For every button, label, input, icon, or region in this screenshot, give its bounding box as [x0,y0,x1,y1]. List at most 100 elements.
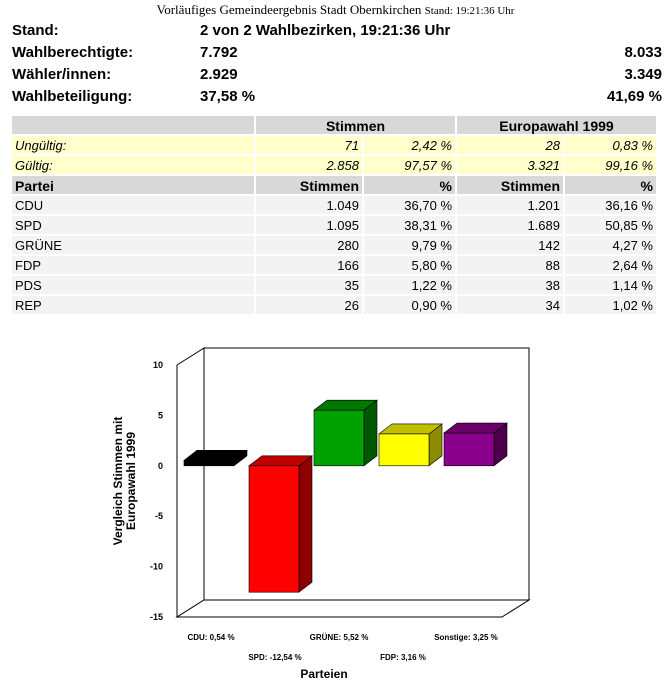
bar-spd [248,465,300,593]
col-stimmen: Stimmen [256,176,362,194]
y-axis-label: Vergleich Stimmen mitEuropawahl 1999 [111,417,138,546]
table-row: PDS 35 1,22 % 38 1,14 % [12,276,656,294]
party-stimmen: 26 [256,296,362,314]
header-blank [12,116,254,134]
x-category-label: Sonstige: 3,25 % [434,633,498,642]
gueltig-cmp-pct: 99,16 % [565,156,656,174]
y-tick-label: -5 [155,511,163,521]
ungueltig-cmp-pct: 0,83 % [565,136,656,154]
party-stimmen: 35 [256,276,362,294]
party-stimmen: 280 [256,236,362,254]
col-cmp-pct: % [565,176,656,194]
table-row: CDU 1.049 36,70 % 1.201 36,16 % [12,196,656,214]
party-cmp-pct: 1,02 % [565,296,656,314]
bar-sonstige [443,432,495,467]
party-stimmen: 1.049 [256,196,362,214]
beteiligung-label: Wahlbeteiligung: [12,88,133,105]
x-category-label: FDP: 3,16 % [380,653,426,662]
bar-side-grüne [363,399,378,467]
summary-block: Stand: 2 von 2 Wahlbezirken, 19:21:36 Uh… [12,20,662,108]
table-row: REP 26 0,90 % 34 1,02 % [12,296,656,314]
summary-row-beteiligung: Wahlbeteiligung: 37,58 % 41,69 % [12,86,662,108]
summary-row-stand: Stand: 2 von 2 Wahlbezirken, 19:21:36 Uh… [12,20,662,42]
party-cmp-pct: 50,85 % [565,216,656,234]
party-cmp-stimmen: 142 [457,236,563,254]
party-cmp-pct: 4,27 % [565,236,656,254]
y-tick-label: 5 [158,410,163,420]
party-name: PDS [12,276,254,294]
wahlberechtigte-value: 7.792 [200,44,238,61]
party-pct: 38,31 % [364,216,455,234]
gueltig-label: Gültig: [12,156,254,174]
stand-label: Stand: [12,22,59,39]
bar-cdu [183,460,235,467]
beteiligung-value: 37,58 % [200,88,256,105]
y-tick-label: 10 [153,360,163,370]
page-title-time: Stand: 19:21:36 Uhr [424,5,515,17]
col-pct: % [364,176,455,194]
waehler-label: Wähler/innen: [12,66,112,83]
table-header-row: Stimmen Europawahl 1999 [12,116,656,134]
party-pct: 36,70 % [364,196,455,214]
party-cmp-stimmen: 1.689 [457,216,563,234]
col-partei: Partei [12,176,254,194]
x-category-label: SPD: -12,54 % [248,653,301,662]
row-ungueltig: Ungültig: 71 2,42 % 28 0,83 % [12,136,656,154]
ungueltig-pct: 2,42 % [364,136,455,154]
party-cmp-pct: 2,64 % [565,256,656,274]
beteiligung-compare: 41,69 % [606,88,662,105]
page-title: Vorläufiges Gemeindeergebnis Stadt Obern… [0,2,671,18]
party-cmp-stimmen: 88 [457,256,563,274]
party-pct: 0,90 % [364,296,455,314]
bar-fdp [378,433,430,467]
header-stimmen: Stimmen [256,116,455,134]
row-gueltig: Gültig: 2.858 97,57 % 3.321 99,16 % [12,156,656,174]
wahlberechtigte-compare: 8.033 [624,44,662,61]
x-category-label: GRÜNE: 5,52 % [310,633,369,642]
party-cmp-pct: 1,14 % [565,276,656,294]
y-tick-label: -10 [150,562,163,572]
ungueltig-label: Ungültig: [12,136,254,154]
y-tick-label: -15 [150,612,163,622]
page-title-text: Vorläufiges Gemeindeergebnis Stadt Obern… [156,2,422,17]
chart-left-wall [176,347,205,618]
party-stimmen: 166 [256,256,362,274]
x-axis-label: Parteien [300,667,347,681]
party-name: REP [12,296,254,314]
party-cmp-pct: 36,16 % [565,196,656,214]
results-table: Stimmen Europawahl 1999 Ungültig: 71 2,4… [10,114,658,316]
bar-side-spd [298,455,313,593]
gueltig-pct: 97,57 % [364,156,455,174]
wahlberechtigte-label: Wahlberechtigte: [12,44,134,61]
ungueltig-stimmen: 71 [256,136,362,154]
summary-row-wahlberechtigte: Wahlberechtigte: 7.792 8.033 [12,42,662,64]
table-row: SPD 1.095 38,31 % 1.689 50,85 % [12,216,656,234]
party-name: GRÜNE [12,236,254,254]
bar-grüne [313,409,365,467]
party-name: CDU [12,196,254,214]
ungueltig-cmp-stimmen: 28 [457,136,563,154]
summary-row-waehler: Wähler/innen: 2.929 3.349 [12,64,662,86]
waehler-compare: 3.349 [624,66,662,83]
party-name: FDP [12,256,254,274]
party-header-row: Partei Stimmen % Stimmen % [12,176,656,194]
table-row: GRÜNE 280 9,79 % 142 4,27 % [12,236,656,254]
table-row: FDP 166 5,80 % 88 2,64 % [12,256,656,274]
party-stimmen: 1.095 [256,216,362,234]
y-tick-label: 0 [158,461,163,471]
gueltig-stimmen: 2.858 [256,156,362,174]
stand-value: 2 von 2 Wahlbezirken, 19:21:36 Uhr [200,22,451,39]
header-compare: Europawahl 1999 [457,116,656,134]
party-cmp-stimmen: 34 [457,296,563,314]
waehler-value: 2.929 [200,66,238,83]
party-pct: 9,79 % [364,236,455,254]
party-pct: 5,80 % [364,256,455,274]
party-pct: 1,22 % [364,276,455,294]
x-category-label: CDU: 0,54 % [187,633,234,642]
party-cmp-stimmen: 1.201 [457,196,563,214]
party-cmp-stimmen: 38 [457,276,563,294]
party-name: SPD [12,216,254,234]
gueltig-cmp-stimmen: 3.321 [457,156,563,174]
col-cmp-stimmen: Stimmen [457,176,563,194]
